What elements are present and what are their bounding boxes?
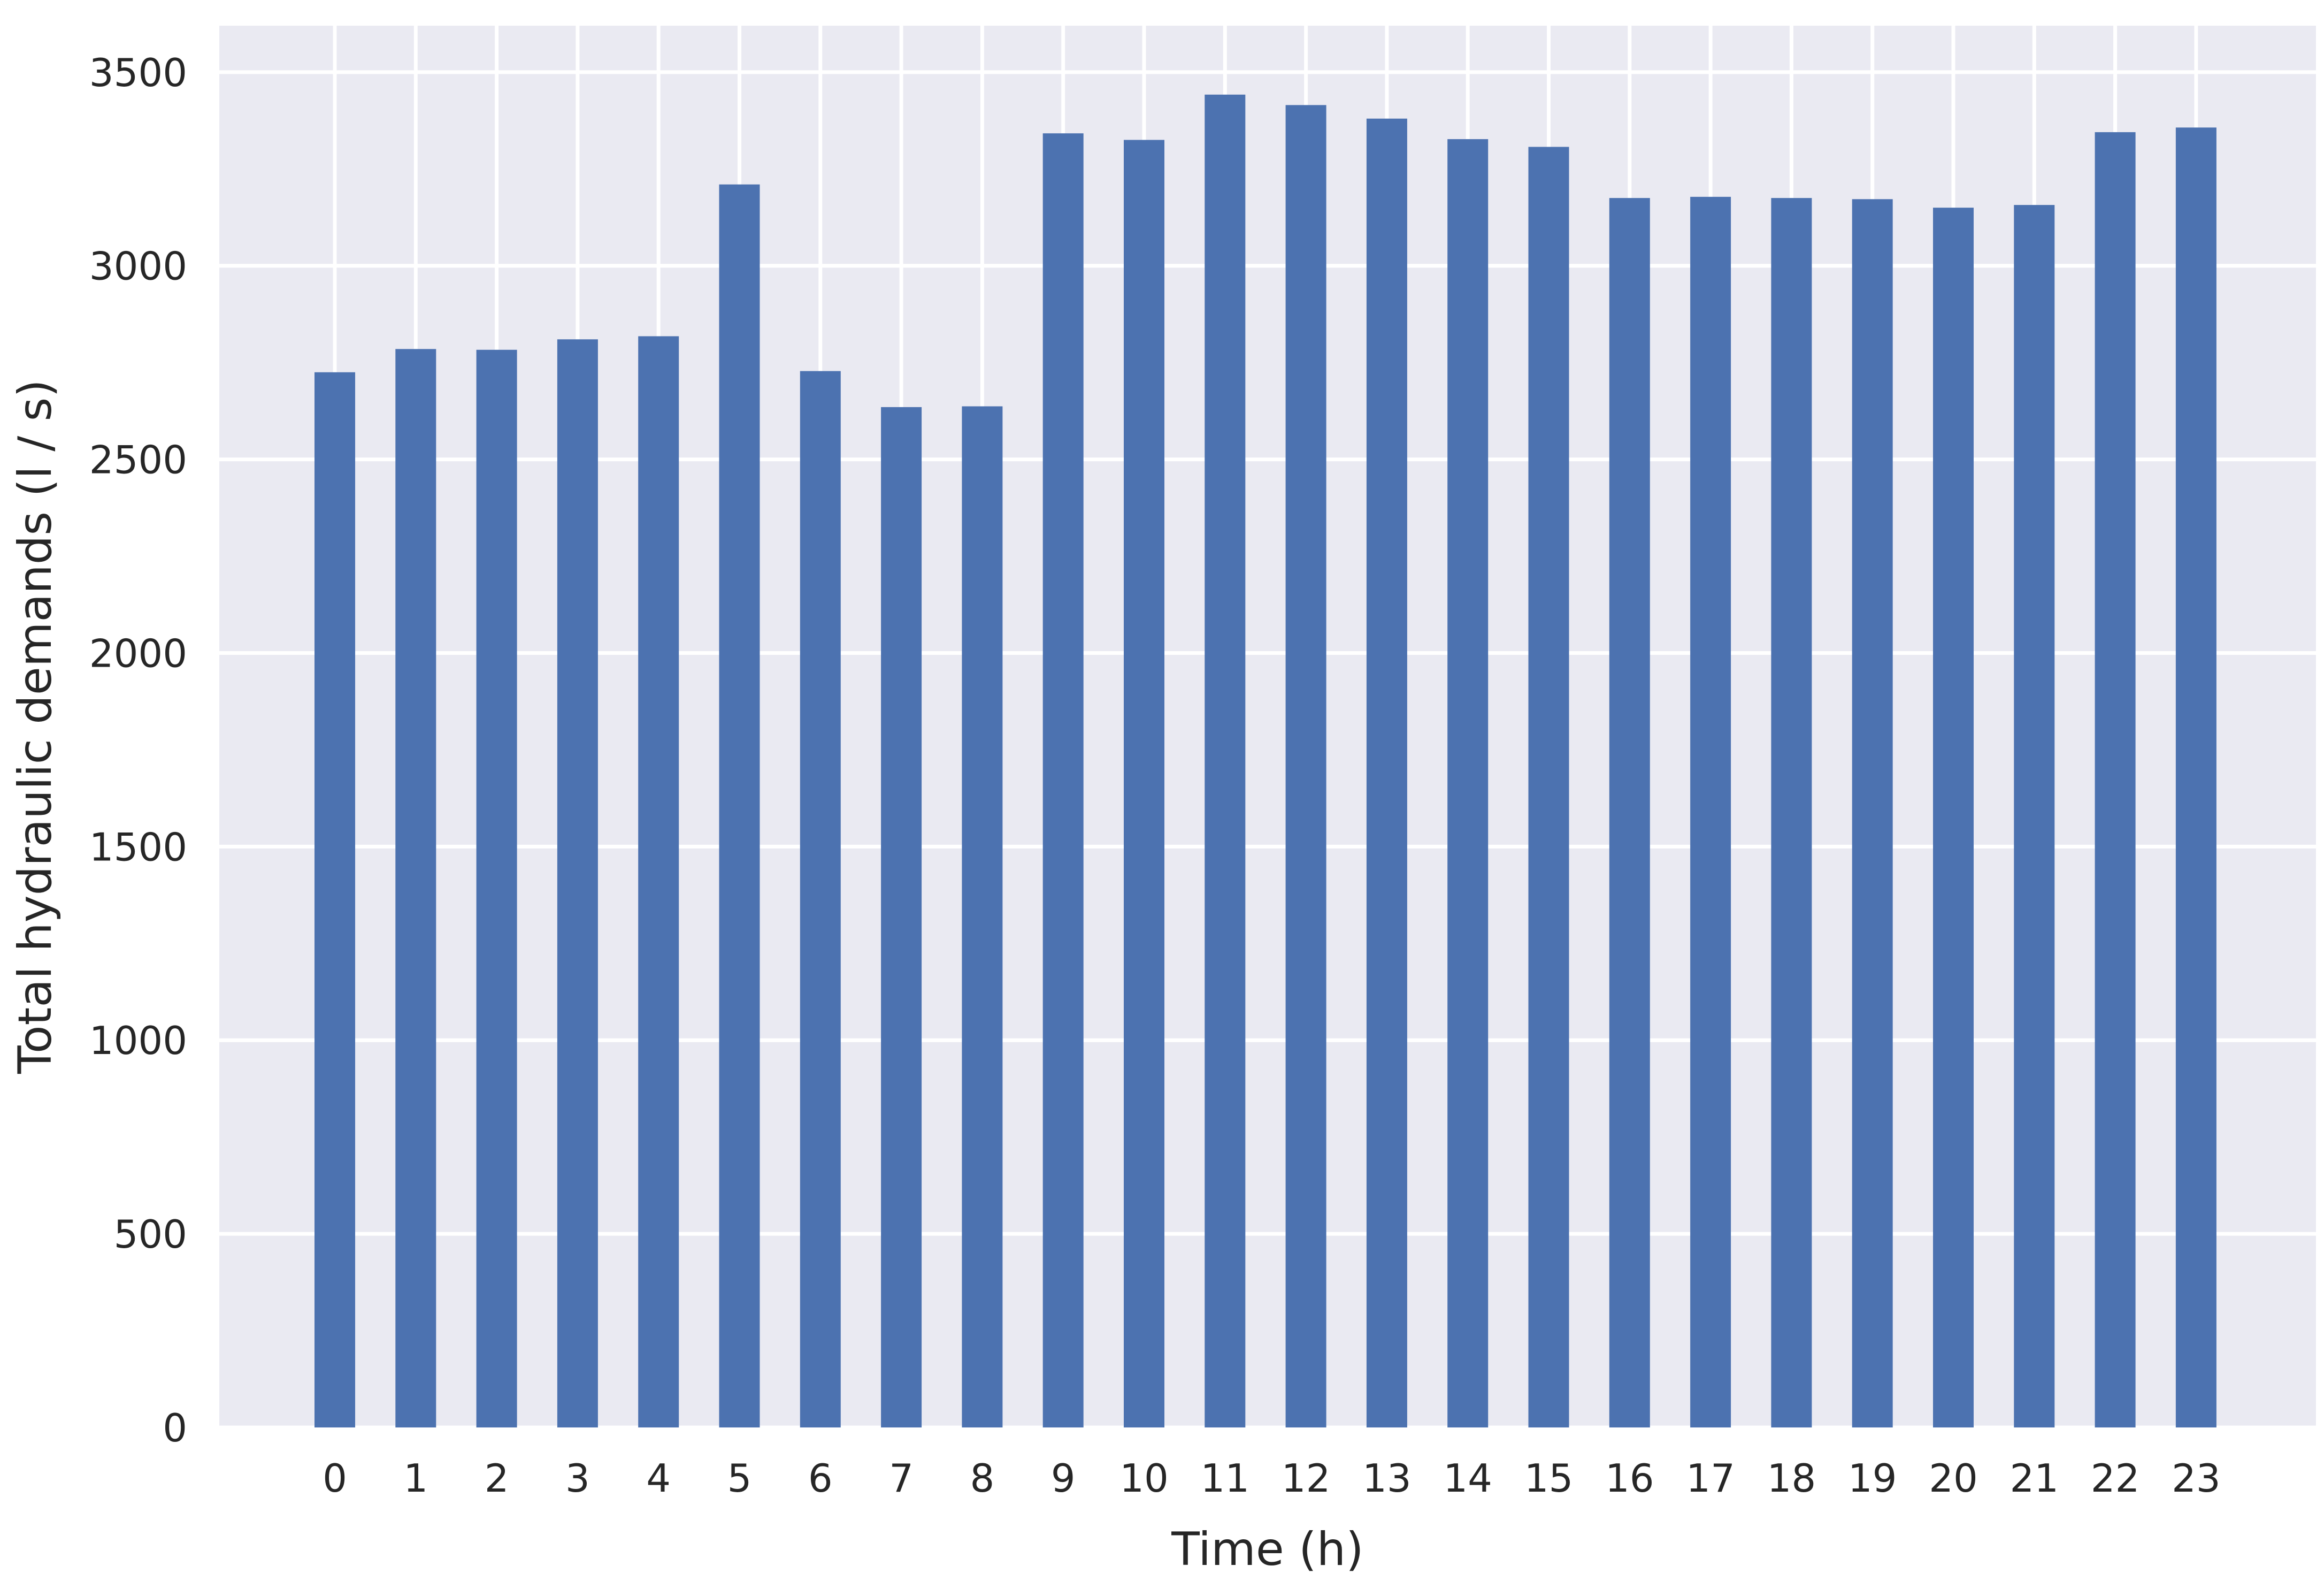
x-tick-label: 1 <box>403 1456 428 1501</box>
bar-4 <box>638 336 679 1427</box>
bar-10 <box>1124 140 1164 1427</box>
bar-8 <box>962 406 1003 1427</box>
bar-11 <box>1205 94 1246 1428</box>
bar-6 <box>800 371 841 1427</box>
x-tick-label: 13 <box>1362 1456 1412 1501</box>
x-tick-label: 4 <box>646 1456 671 1501</box>
bar-17 <box>1690 196 1731 1427</box>
bar-20 <box>1933 208 1974 1427</box>
bar-21 <box>2014 205 2055 1428</box>
bar-15 <box>1528 147 1569 1428</box>
bar-19 <box>1852 199 1893 1427</box>
bar-22 <box>2095 132 2136 1427</box>
bar-12 <box>1285 105 1326 1428</box>
bar-18 <box>1771 198 1812 1428</box>
x-tick-label: 16 <box>1605 1456 1654 1501</box>
x-axis-label: Time (h) <box>1171 1523 1363 1576</box>
x-tick-labels: 0 1 2 3 4 5 6 7 8 9 10 11 12 13 14 15 16 17 18 19 20 21 22 23 <box>323 1456 2221 1501</box>
y-tick-label: 0 <box>163 1406 187 1450</box>
y-tick-label: 3500 <box>89 50 187 95</box>
y-axis-label: Total hydraulic demands (l / s) <box>9 379 62 1074</box>
x-tick-label: 3 <box>565 1456 590 1501</box>
x-tick-label: 2 <box>485 1456 509 1501</box>
x-tick-label: 5 <box>727 1456 752 1501</box>
x-tick-label: 20 <box>1929 1456 1978 1501</box>
x-tick-label: 0 <box>323 1456 347 1501</box>
plot-background <box>219 26 2316 1427</box>
x-tick-label: 6 <box>808 1456 833 1501</box>
x-tick-label: 17 <box>1686 1456 1735 1501</box>
y-tick-label: 1000 <box>89 1018 187 1063</box>
x-tick-label: 21 <box>2009 1456 2059 1501</box>
x-tick-label: 9 <box>1051 1456 1076 1501</box>
x-tick-label: 10 <box>1119 1456 1169 1501</box>
y-tick-label: 1500 <box>89 824 187 869</box>
x-tick-label: 19 <box>1848 1456 1897 1501</box>
y-tick-labels: 0 500 1000 1500 2000 2500 3000 3500 <box>89 50 187 1450</box>
x-tick-label: 22 <box>2091 1456 2140 1501</box>
y-tick-label: 500 <box>114 1212 187 1257</box>
bars <box>315 94 2216 1428</box>
bar-1 <box>395 349 436 1427</box>
bar-14 <box>1447 139 1489 1427</box>
x-tick-label: 23 <box>2172 1456 2221 1501</box>
x-tick-label: 18 <box>1767 1456 1816 1501</box>
bar-9 <box>1042 133 1084 1428</box>
bar-13 <box>1366 118 1407 1427</box>
x-tick-label: 8 <box>970 1456 994 1501</box>
bar-16 <box>1609 198 1650 1428</box>
x-tick-label: 15 <box>1524 1456 1574 1501</box>
y-tick-label: 2500 <box>89 438 187 483</box>
x-tick-label: 7 <box>889 1456 914 1501</box>
x-tick-label: 11 <box>1200 1456 1249 1501</box>
bar-3 <box>557 339 598 1427</box>
bar-2 <box>476 349 517 1427</box>
x-tick-label: 14 <box>1443 1456 1492 1501</box>
bar-0 <box>315 372 355 1427</box>
y-tick-label: 2000 <box>89 631 187 676</box>
x-tick-label: 12 <box>1282 1456 1331 1501</box>
bar-23 <box>2175 127 2216 1427</box>
y-tick-label: 3000 <box>89 244 187 289</box>
bar-5 <box>719 184 760 1428</box>
bar-7 <box>881 407 922 1427</box>
